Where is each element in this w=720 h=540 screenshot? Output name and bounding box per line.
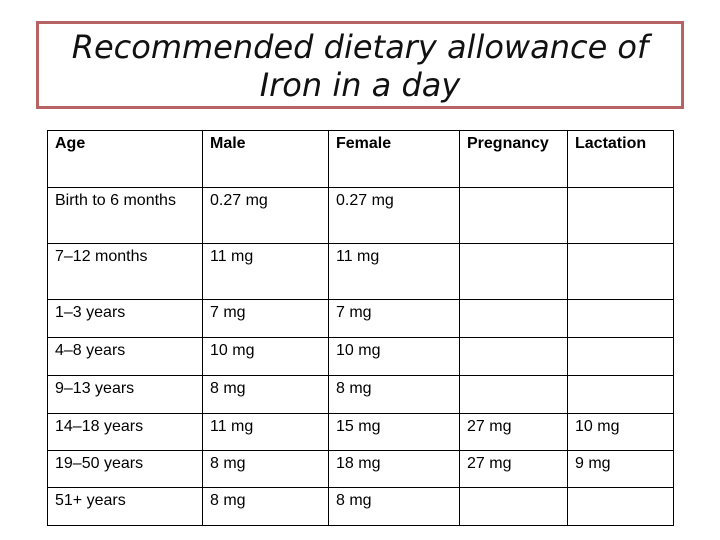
cell-female: 10 mg xyxy=(328,337,460,376)
cell-pregnancy: 27 mg xyxy=(459,450,568,488)
cell-lactation xyxy=(567,299,674,338)
table-row: 9–13 years 8 mg 8 mg xyxy=(47,375,674,414)
cell-male: 8 mg xyxy=(202,487,329,526)
table-header-row: Age Male Female Pregnancy Lactation xyxy=(47,130,674,188)
cell-age: Birth to 6 months xyxy=(47,187,203,244)
cell-male: 10 mg xyxy=(202,337,329,376)
cell-female: 15 mg xyxy=(328,413,460,451)
cell-age: 14–18 years xyxy=(47,413,203,451)
cell-lactation xyxy=(567,243,674,300)
page-title: Recommended dietary allowance of Iron in… xyxy=(36,21,684,109)
cell-male: 8 mg xyxy=(202,450,329,488)
cell-pregnancy xyxy=(459,243,568,300)
cell-female: 0.27 mg xyxy=(328,187,460,244)
cell-pregnancy: 27 mg xyxy=(459,413,568,451)
table-row: 4–8 years 10 mg 10 mg xyxy=(47,337,674,376)
table-row: 14–18 years 11 mg 15 mg 27 mg 10 mg xyxy=(47,413,674,451)
iron-rda-table: Age Male Female Pregnancy Lactation Birt… xyxy=(47,130,674,526)
cell-female: 11 mg xyxy=(328,243,460,300)
table-row: 7–12 months 11 mg 11 mg xyxy=(47,243,674,300)
cell-age: 1–3 years xyxy=(47,299,203,338)
cell-male: 7 mg xyxy=(202,299,329,338)
cell-male: 11 mg xyxy=(202,413,329,451)
title-line-1: Recommended dietary allowance of xyxy=(71,28,649,66)
cell-female: 8 mg xyxy=(328,375,460,414)
table-row: Birth to 6 months 0.27 mg 0.27 mg xyxy=(47,187,674,244)
cell-age: 19–50 years xyxy=(47,450,203,488)
cell-female: 8 mg xyxy=(328,487,460,526)
cell-lactation: 9 mg xyxy=(567,450,674,488)
cell-pregnancy xyxy=(459,375,568,414)
cell-female: 7 mg xyxy=(328,299,460,338)
cell-age: 4–8 years xyxy=(47,337,203,376)
table-row: 51+ years 8 mg 8 mg xyxy=(47,487,674,526)
cell-lactation xyxy=(567,187,674,244)
header-female: Female xyxy=(328,130,460,188)
cell-female: 18 mg xyxy=(328,450,460,488)
cell-lactation xyxy=(567,487,674,526)
header-male: Male xyxy=(202,130,329,188)
cell-pregnancy xyxy=(459,187,568,244)
table-row: 19–50 years 8 mg 18 mg 27 mg 9 mg xyxy=(47,450,674,488)
title-line-2: Iron in a day xyxy=(259,66,461,104)
cell-lactation: 10 mg xyxy=(567,413,674,451)
table-row: 1–3 years 7 mg 7 mg xyxy=(47,299,674,338)
cell-pregnancy xyxy=(459,337,568,376)
cell-male: 0.27 mg xyxy=(202,187,329,244)
cell-pregnancy xyxy=(459,299,568,338)
header-pregnancy: Pregnancy xyxy=(459,130,568,188)
cell-age: 9–13 years xyxy=(47,375,203,414)
header-lactation: Lactation xyxy=(567,130,674,188)
cell-male: 8 mg xyxy=(202,375,329,414)
cell-age: 7–12 months xyxy=(47,243,203,300)
header-age: Age xyxy=(47,130,203,188)
cell-lactation xyxy=(567,375,674,414)
cell-pregnancy xyxy=(459,487,568,526)
cell-age: 51+ years xyxy=(47,487,203,526)
cell-lactation xyxy=(567,337,674,376)
cell-male: 11 mg xyxy=(202,243,329,300)
